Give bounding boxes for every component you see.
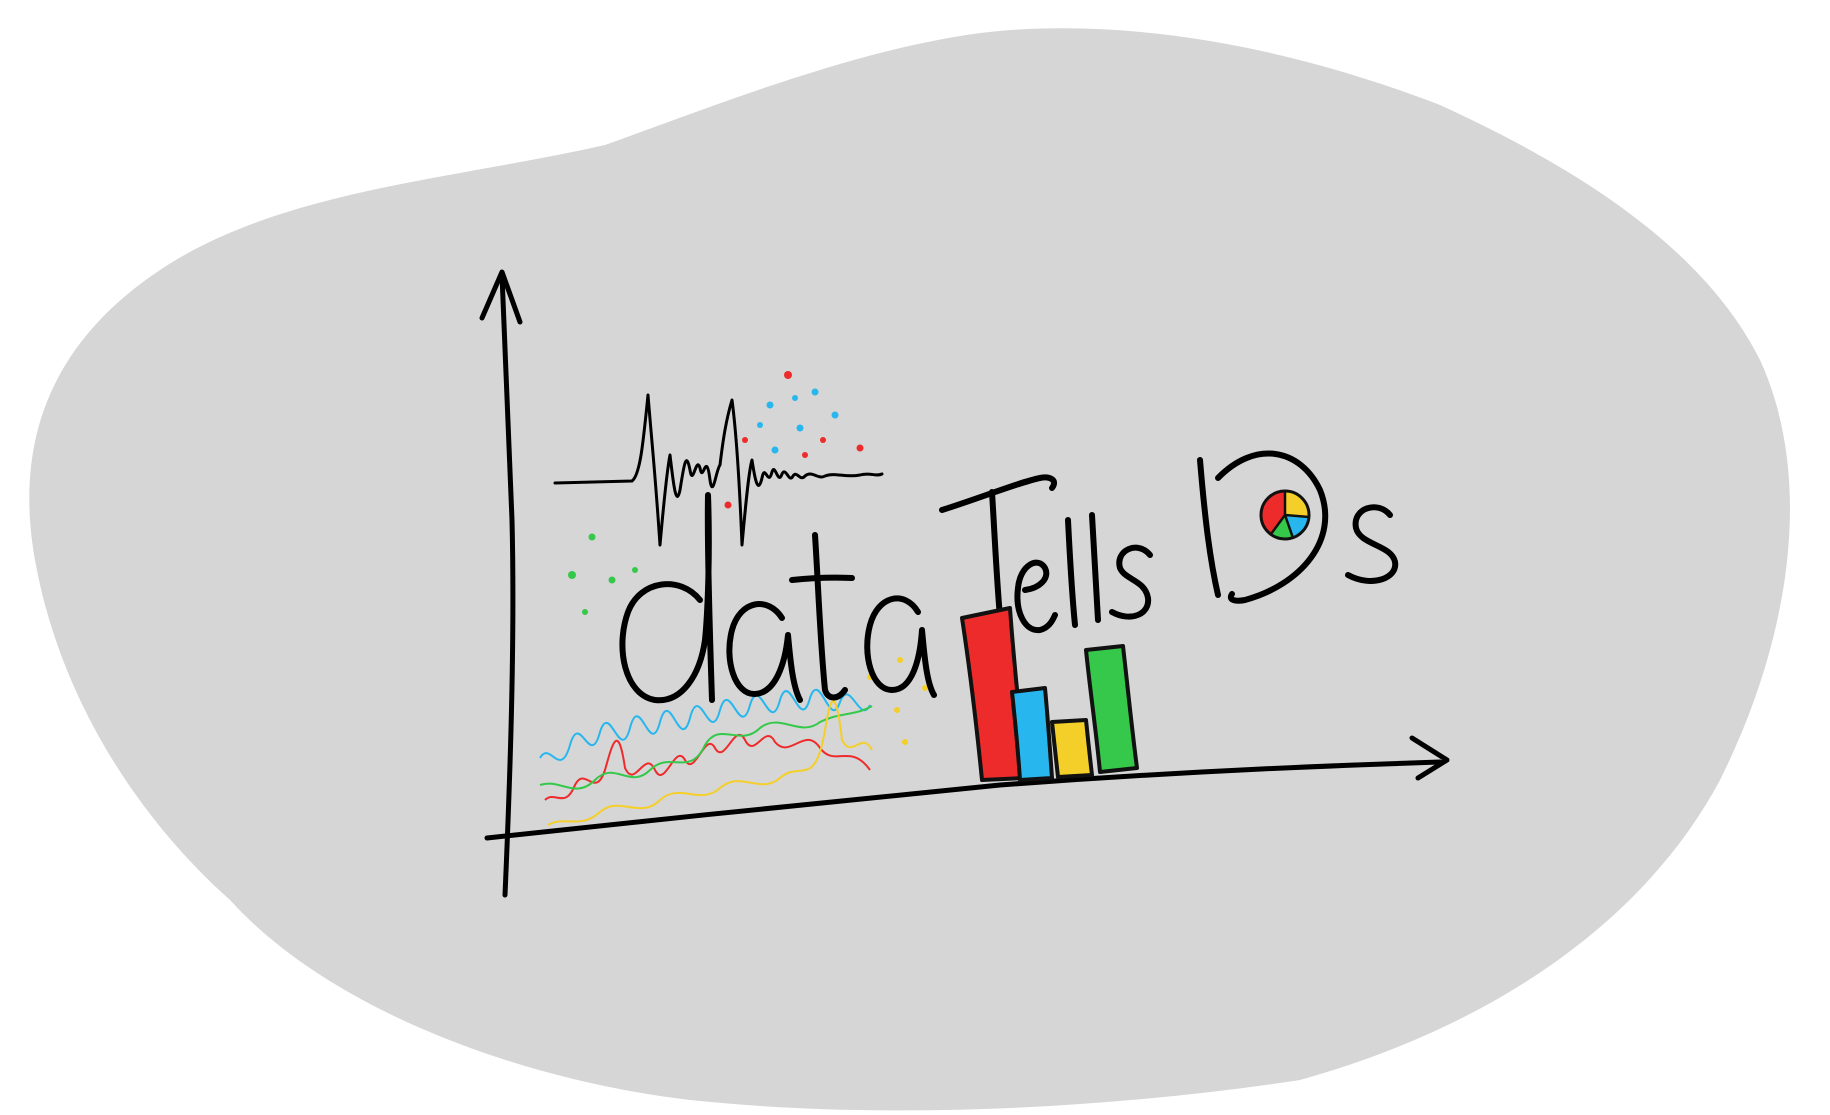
line-chart-icon (539, 688, 873, 826)
bar-green (1084, 644, 1139, 774)
background-blob (29, 28, 1790, 1111)
bar-yellow (1050, 718, 1094, 779)
pie-chart-icon (1259, 489, 1311, 541)
waveform-icon (553, 393, 884, 547)
bar-blue (1010, 686, 1054, 782)
logo-wordmark (619, 450, 1399, 704)
bar-chart-icon (960, 606, 1139, 782)
axis-arrow-icon (479, 269, 1450, 898)
